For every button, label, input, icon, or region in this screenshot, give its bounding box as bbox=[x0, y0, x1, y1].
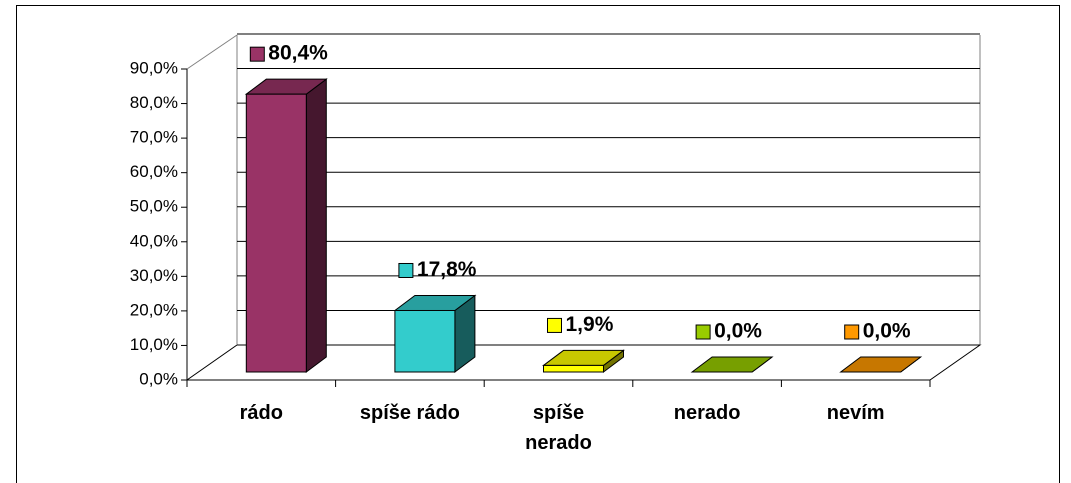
bar bbox=[244, 78, 328, 373]
x-tick-label: spíše nerado bbox=[525, 402, 592, 454]
y-tick-label: 80,0% bbox=[130, 93, 178, 112]
value-label: 1,9% bbox=[566, 313, 614, 336]
y-tick-label: 40,0% bbox=[130, 231, 178, 250]
value-label: 17,8% bbox=[417, 258, 477, 281]
y-tick-label: 30,0% bbox=[130, 266, 178, 285]
bar bbox=[839, 356, 923, 373]
value-label: 0,0% bbox=[714, 320, 762, 343]
bar-front bbox=[245, 93, 307, 373]
bar-top bbox=[690, 356, 774, 373]
x-tick-label: rádo bbox=[239, 402, 283, 424]
x-tick-label: nerado bbox=[673, 402, 741, 424]
chart-border bbox=[16, 5, 1060, 483]
y-tick-label: 10,0% bbox=[130, 335, 178, 354]
value-label-key bbox=[398, 262, 414, 278]
y-tick-label: 50,0% bbox=[130, 197, 178, 216]
bar bbox=[393, 294, 477, 373]
value-label-key bbox=[695, 324, 711, 340]
bar-front bbox=[543, 364, 604, 373]
y-tick-label: 70,0% bbox=[130, 128, 178, 147]
y-tick-label: 60,0% bbox=[130, 162, 178, 181]
value-label: 0,0% bbox=[863, 320, 911, 343]
value-label-key bbox=[844, 324, 860, 340]
value-label-key bbox=[547, 317, 562, 333]
y-tick-label: 20,0% bbox=[130, 300, 178, 319]
bar-side bbox=[305, 78, 327, 373]
bar-front bbox=[394, 309, 456, 373]
x-tick-label: nevím bbox=[826, 402, 885, 424]
value-label: 80,4% bbox=[268, 42, 328, 65]
y-tick-label: 0,0% bbox=[139, 369, 178, 388]
value-label-key bbox=[249, 46, 265, 62]
side-wall-top bbox=[186, 34, 238, 70]
bar bbox=[690, 356, 774, 373]
y-tick-label: 90,0% bbox=[130, 58, 178, 77]
bar-top bbox=[839, 356, 923, 373]
bar bbox=[542, 349, 625, 373]
x-tick-label: spíše rádo bbox=[359, 402, 460, 424]
